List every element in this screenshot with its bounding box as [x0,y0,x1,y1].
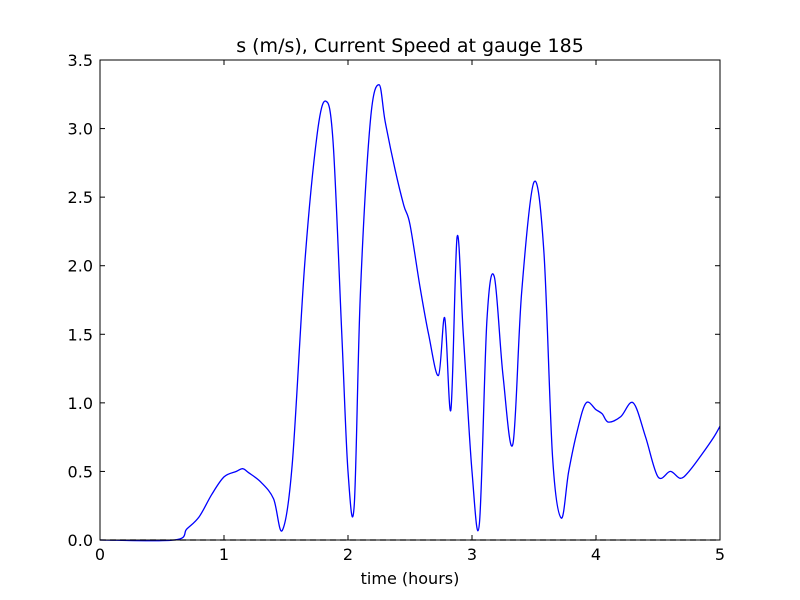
y-tick-label: 1.0 [68,394,93,413]
x-tick-label: 2 [343,545,353,564]
y-axis-ticks: 0.0 0.5 1.0 1.5 2.0 2.5 3.0 3.5 [68,51,720,550]
series-line-current-speed [99,84,721,542]
x-tick-label: 3 [467,545,477,564]
x-tick-label: 1 [219,545,229,564]
y-tick-label: 3.0 [68,120,93,139]
x-tick-label: 4 [591,545,601,564]
y-tick-label: 2.5 [68,188,93,207]
chart-title: s (m/s), Current Speed at gauge 185 [236,35,584,57]
y-tick-label: 0.5 [68,462,93,481]
x-tick-label: 0 [95,545,105,564]
plot-frame [99,59,721,541]
y-tick-label: 3.5 [68,51,93,70]
x-axis-label: time (hours) [361,569,460,588]
y-tick-label: 2.0 [68,257,93,276]
x-axis-ticks: 0 1 2 3 4 5 [95,60,725,564]
x-tick-label: 5 [715,545,725,564]
y-tick-label: 0.0 [68,531,93,550]
y-tick-label: 1.5 [68,325,93,344]
